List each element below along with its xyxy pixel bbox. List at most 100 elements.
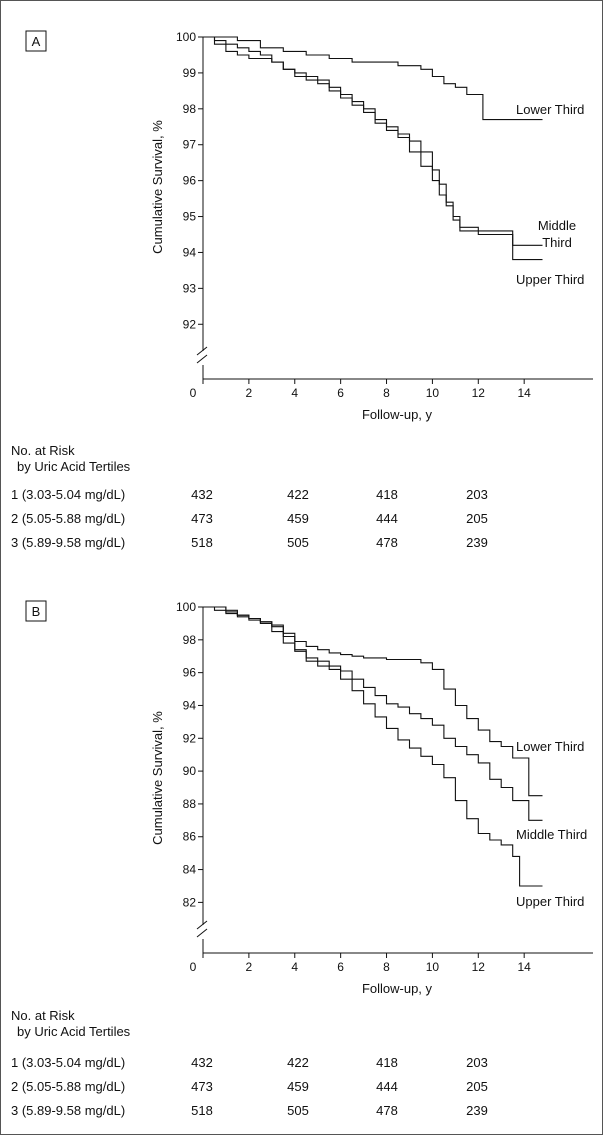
panel-a-x-tick-label: 10 (426, 386, 440, 400)
risk-row-label: 2 (5.05-5.88 mg/dL) (11, 511, 125, 526)
risk-row-label: 1 (3.03-5.04 mg/dL) (11, 487, 125, 502)
panel-a-letter: A (32, 34, 41, 49)
panel-a-curve-label: Middle (538, 218, 576, 233)
panel-b-x-tick-label: 6 (337, 960, 344, 974)
panel-a-y-axis-title: Cumulative Survival, % (150, 120, 165, 254)
panel-b: B 82 84 86 88 90 92 94 96 98 100 0 2 4 6 8 10 12 14 Lower … (11, 600, 593, 1118)
risk-count: 432 (191, 487, 213, 502)
panel-b-x-tick-label: 4 (291, 960, 298, 974)
risk-count: 418 (376, 487, 398, 502)
risk-count: 459 (287, 1079, 309, 1094)
risk-count: 422 (287, 1055, 309, 1070)
panel-a: A 92 93 94 95 96 97 98 99 100 0 2 4 6 8 10 12 14 Lower Th… (11, 30, 593, 550)
panel-a-letter-box (25, 30, 47, 52)
panel-a-survival-curve-middle-third (203, 36, 543, 246)
panel-b-x-tick-label: 2 (246, 960, 253, 974)
risk-count: 239 (466, 1103, 488, 1118)
panel-a-survival-curve-upper-third (203, 36, 543, 261)
risk-count: 473 (191, 1079, 213, 1094)
panel-a-risk-title-line1: No. at Risk (11, 443, 75, 458)
panel-b-risk-row: 3 (5.89-9.58 mg/dL) 518 505 478 239 (11, 1103, 488, 1118)
panel-a-risk-title-line2: by Uric Acid Tertiles (17, 459, 131, 474)
risk-count: 518 (191, 535, 213, 550)
risk-row-label: 3 (5.89-9.58 mg/dL) (11, 1103, 125, 1118)
panel-b-risk-title-line2: by Uric Acid Tertiles (17, 1024, 131, 1039)
panel-b-curve-label: Upper Third (516, 894, 584, 909)
panel-b-y-tick-label: 88 (183, 797, 197, 811)
risk-count: 505 (287, 1103, 309, 1118)
panel-a-curve-label: Third (542, 235, 572, 250)
panel-b-x-axis-title: Follow-up, y (362, 981, 433, 996)
panel-b-survival-curve-middle-third (203, 606, 543, 821)
panel-a-x-tick-label: 4 (291, 386, 298, 400)
panel-a-curve-label: Lower Third (516, 102, 584, 117)
panel-b-y-tick-label: 90 (183, 764, 197, 778)
panel-a-y-tick-label: 98 (183, 102, 197, 116)
risk-count: 422 (287, 487, 309, 502)
risk-count: 473 (191, 511, 213, 526)
panel-a-y-tick-label: 95 (183, 210, 197, 224)
panel-a-x-tick-label: 12 (472, 386, 486, 400)
panel-b-y-tick-label: 94 (183, 698, 197, 712)
panel-b-curve-label: Middle Third (516, 827, 587, 842)
panel-b-y-tick-label: 96 (183, 666, 197, 680)
panel-b-y-tick-label: 84 (183, 863, 197, 877)
panel-a-risk-row: 2 (5.05-5.88 mg/dL) 473 459 444 205 (11, 511, 488, 526)
panel-b-x-tick-label: 0 (190, 960, 197, 974)
panel-a-axis-break-mark (196, 346, 208, 356)
risk-count: 203 (466, 487, 488, 502)
risk-row-label: 3 (5.89-9.58 mg/dL) (11, 535, 125, 550)
panel-a-y-tick-label: 100 (176, 30, 196, 44)
panel-b-risk-row: 2 (5.05-5.88 mg/dL) 473 459 444 205 (11, 1079, 488, 1094)
risk-row-label: 1 (3.03-5.04 mg/dL) (11, 1055, 125, 1070)
panel-a-x-axis-title: Follow-up, y (362, 407, 433, 422)
risk-count: 478 (376, 535, 398, 550)
panel-a-risk-row: 1 (3.03-5.04 mg/dL) 432 422 418 203 (11, 487, 488, 502)
panel-a-y-tick-label: 92 (183, 317, 197, 331)
panel-a-axis-break-mark (196, 354, 208, 364)
risk-count: 444 (376, 1079, 398, 1094)
panel-b-y-axis-title: Cumulative Survival, % (150, 711, 165, 845)
panel-a-y-tick-label: 94 (183, 245, 197, 259)
panel-b-curve-label: Lower Third (516, 739, 584, 754)
panel-a-plot: 92 93 94 95 96 97 98 99 100 0 2 4 6 8 10 12 14 Lower Thir… (176, 30, 593, 400)
panel-a-y-tick-label: 96 (183, 174, 197, 188)
panel-b-y-tick-label: 92 (183, 731, 197, 745)
risk-count: 518 (191, 1103, 213, 1118)
panel-a-x-tick-label: 8 (383, 386, 390, 400)
panel-a-y-tick-label: 93 (183, 281, 197, 295)
panel-b-risk-row: 1 (3.03-5.04 mg/dL) 432 422 418 203 (11, 1055, 488, 1070)
risk-count: 203 (466, 1055, 488, 1070)
risk-count: 459 (287, 511, 309, 526)
panel-b-axis-break-mark (196, 928, 208, 938)
panel-a-x-tick-label: 0 (190, 386, 197, 400)
panel-a-risk-table: No. at Risk by Uric Acid Tertiles 1 (3.0… (11, 443, 488, 550)
panel-b-x-tick-label: 8 (383, 960, 390, 974)
panel-b-y-tick-label: 100 (176, 600, 196, 614)
risk-row-label: 2 (5.05-5.88 mg/dL) (11, 1079, 125, 1094)
risk-count: 205 (466, 1079, 488, 1094)
panel-b-axis-break-mark (196, 920, 208, 930)
panel-a-y-tick-label: 97 (183, 138, 197, 152)
panel-a-x-tick-label: 6 (337, 386, 344, 400)
panel-b-y-tick-label: 86 (183, 830, 197, 844)
panel-a-risk-row: 3 (5.89-9.58 mg/dL) 518 505 478 239 (11, 535, 488, 550)
risk-count: 505 (287, 535, 309, 550)
panel-b-x-tick-label: 12 (472, 960, 486, 974)
panel-b-letter: B (32, 604, 41, 619)
panel-b-y-tick-label: 98 (183, 633, 197, 647)
risk-count: 205 (466, 511, 488, 526)
risk-count: 478 (376, 1103, 398, 1118)
panel-a-survival-curve-lower-third (203, 36, 543, 121)
panel-b-plot: 82 84 86 88 90 92 94 96 98 100 0 2 4 6 8 10 12 14 Lower Th… (176, 600, 593, 974)
panel-b-y-tick-label: 82 (183, 895, 197, 909)
panel-b-survival-curve-upper-third (203, 606, 543, 887)
panel-b-x-tick-label: 14 (517, 960, 531, 974)
risk-count: 432 (191, 1055, 213, 1070)
panel-b-survival-curve-lower-third (203, 606, 543, 797)
risk-count: 239 (466, 535, 488, 550)
panel-b-risk-title-line1: No. at Risk (11, 1008, 75, 1023)
risk-count: 418 (376, 1055, 398, 1070)
